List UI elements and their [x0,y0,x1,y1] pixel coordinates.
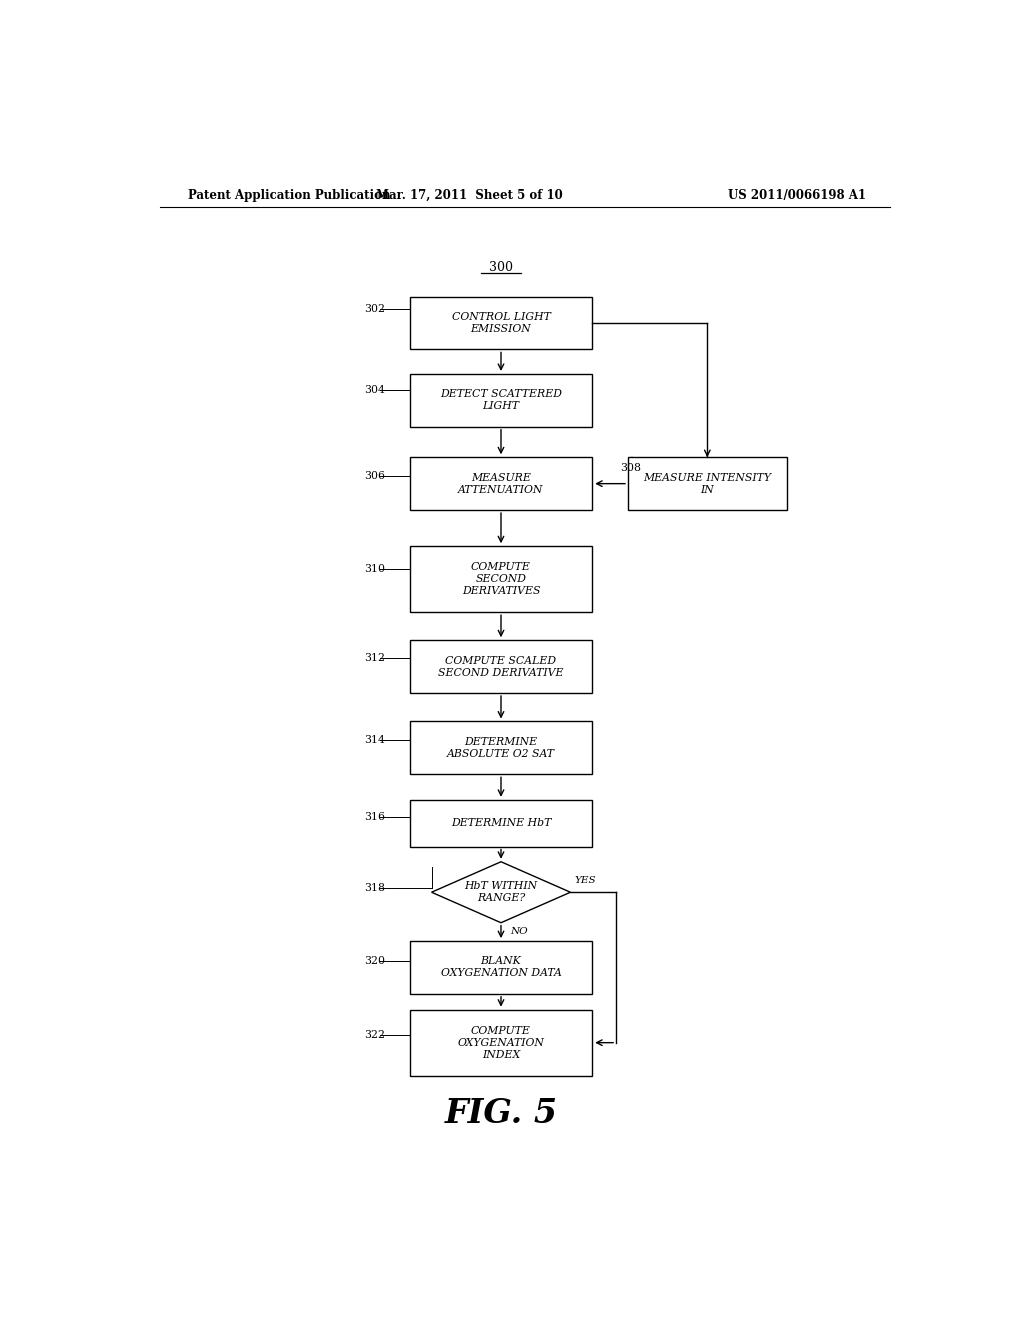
FancyBboxPatch shape [410,297,592,350]
Text: DETERMINE
ABSOLUTE O2 SAT: DETERMINE ABSOLUTE O2 SAT [447,737,555,759]
FancyBboxPatch shape [410,640,592,693]
Text: 316: 316 [365,812,385,822]
Text: 320: 320 [365,957,385,966]
Text: MEASURE
ATTENUATION: MEASURE ATTENUATION [459,473,544,495]
Text: 302: 302 [365,304,385,314]
Text: 306: 306 [365,470,385,480]
Text: DETECT SCATTERED
LIGHT: DETECT SCATTERED LIGHT [440,389,562,412]
Text: FIG. 5: FIG. 5 [444,1097,557,1130]
FancyBboxPatch shape [410,374,592,426]
Text: YES: YES [574,875,596,884]
Text: 312: 312 [365,653,385,664]
Text: 308: 308 [620,463,641,474]
FancyBboxPatch shape [410,941,592,994]
FancyBboxPatch shape [410,722,592,775]
Text: COMPUTE
SECOND
DERIVATIVES: COMPUTE SECOND DERIVATIVES [462,562,541,597]
Text: DETERMINE HbT: DETERMINE HbT [451,818,551,828]
Text: 300: 300 [489,260,513,273]
Text: MEASURE INTENSITY
IN: MEASURE INTENSITY IN [643,473,771,495]
Text: Mar. 17, 2011  Sheet 5 of 10: Mar. 17, 2011 Sheet 5 of 10 [376,189,562,202]
FancyBboxPatch shape [410,457,592,510]
Text: HbT WITHIN
RANGE?: HbT WITHIN RANGE? [465,882,538,903]
Text: COMPUTE SCALED
SECOND DERIVATIVE: COMPUTE SCALED SECOND DERIVATIVE [438,656,564,677]
Text: 314: 314 [365,735,385,744]
Text: US 2011/0066198 A1: US 2011/0066198 A1 [728,189,866,202]
FancyBboxPatch shape [628,457,786,510]
Text: BLANK
OXYGENATION DATA: BLANK OXYGENATION DATA [440,957,561,978]
FancyBboxPatch shape [410,800,592,846]
Text: 310: 310 [365,564,385,574]
Text: Patent Application Publication: Patent Application Publication [187,189,390,202]
Text: COMPUTE
OXYGENATION
INDEX: COMPUTE OXYGENATION INDEX [458,1026,545,1060]
Text: 318: 318 [365,883,385,894]
Text: CONTROL LIGHT
EMISSION: CONTROL LIGHT EMISSION [452,312,551,334]
Text: 322: 322 [365,1030,385,1040]
FancyBboxPatch shape [410,1010,592,1076]
Text: NO: NO [511,928,528,936]
Polygon shape [431,862,570,923]
FancyBboxPatch shape [410,546,592,612]
Text: 304: 304 [365,385,385,395]
